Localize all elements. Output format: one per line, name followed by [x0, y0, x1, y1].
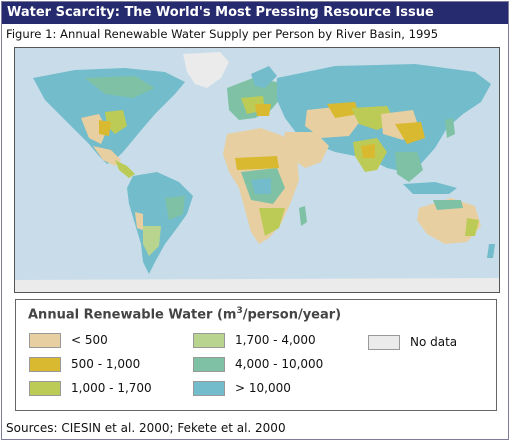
legend-label: 1,700 - 4,000 — [235, 333, 316, 347]
world-map — [14, 47, 500, 293]
legend-label: > 10,000 — [235, 381, 291, 395]
sources-note: Sources: CIESIN et al. 2000; Fekete et a… — [6, 421, 286, 435]
legend-swatch — [193, 357, 225, 372]
figure-caption: Figure 1: Annual Renewable Water Supply … — [6, 27, 439, 41]
legend-swatch — [29, 357, 61, 372]
africa-sahel — [235, 156, 279, 170]
south-america-dry — [135, 212, 143, 230]
greenland — [183, 52, 229, 88]
australia-north — [433, 200, 463, 210]
madagascar — [299, 206, 307, 226]
scandinavia — [251, 66, 277, 88]
new-zealand — [487, 244, 495, 258]
mexico — [93, 146, 121, 166]
legend-title: Annual Renewable Water (m3/person/year) — [28, 306, 341, 322]
north-america-plains — [105, 110, 127, 134]
legend-label: 1,000 - 1,700 — [71, 381, 152, 395]
antarctica — [15, 278, 499, 292]
australia-east — [465, 218, 479, 236]
legend-label: No data — [410, 335, 458, 349]
asia-central-yellow — [327, 102, 359, 118]
australia — [417, 198, 481, 244]
map-legend: Annual Renewable Water (m3/person/year) … — [15, 299, 497, 411]
page-title: Water Scarcity: The World's Most Pressin… — [2, 2, 508, 24]
central-america — [115, 160, 135, 178]
africa-south — [259, 208, 285, 236]
legend-swatch — [29, 381, 61, 396]
south-america-east-green — [165, 196, 185, 220]
legend-swatch — [29, 333, 61, 348]
south-america-south — [143, 226, 161, 256]
china-yellow — [395, 122, 425, 144]
legend-label: 500 - 1,000 — [71, 357, 141, 371]
legend-swatch — [193, 333, 225, 348]
world-map-svg — [15, 48, 499, 292]
north-america-canada-green — [85, 76, 155, 98]
europe-yellow — [255, 104, 271, 116]
legend-title-suffix: /person/year) — [242, 307, 342, 323]
legend-label: < 500 — [71, 333, 108, 347]
legend-swatch — [193, 381, 225, 396]
south-asia-yellow — [361, 144, 375, 158]
indonesia — [403, 182, 457, 194]
legend-title-sup: 3 — [236, 306, 243, 316]
japan — [445, 118, 455, 138]
north-america-yellow — [99, 120, 111, 136]
southeast-asia — [395, 152, 423, 182]
legend-title-prefix: Annual Renewable Water (m — [28, 307, 237, 323]
africa-central-teal — [251, 178, 271, 194]
legend-swatch — [368, 335, 400, 350]
legend-label: 4,000 - 10,000 — [235, 357, 324, 371]
